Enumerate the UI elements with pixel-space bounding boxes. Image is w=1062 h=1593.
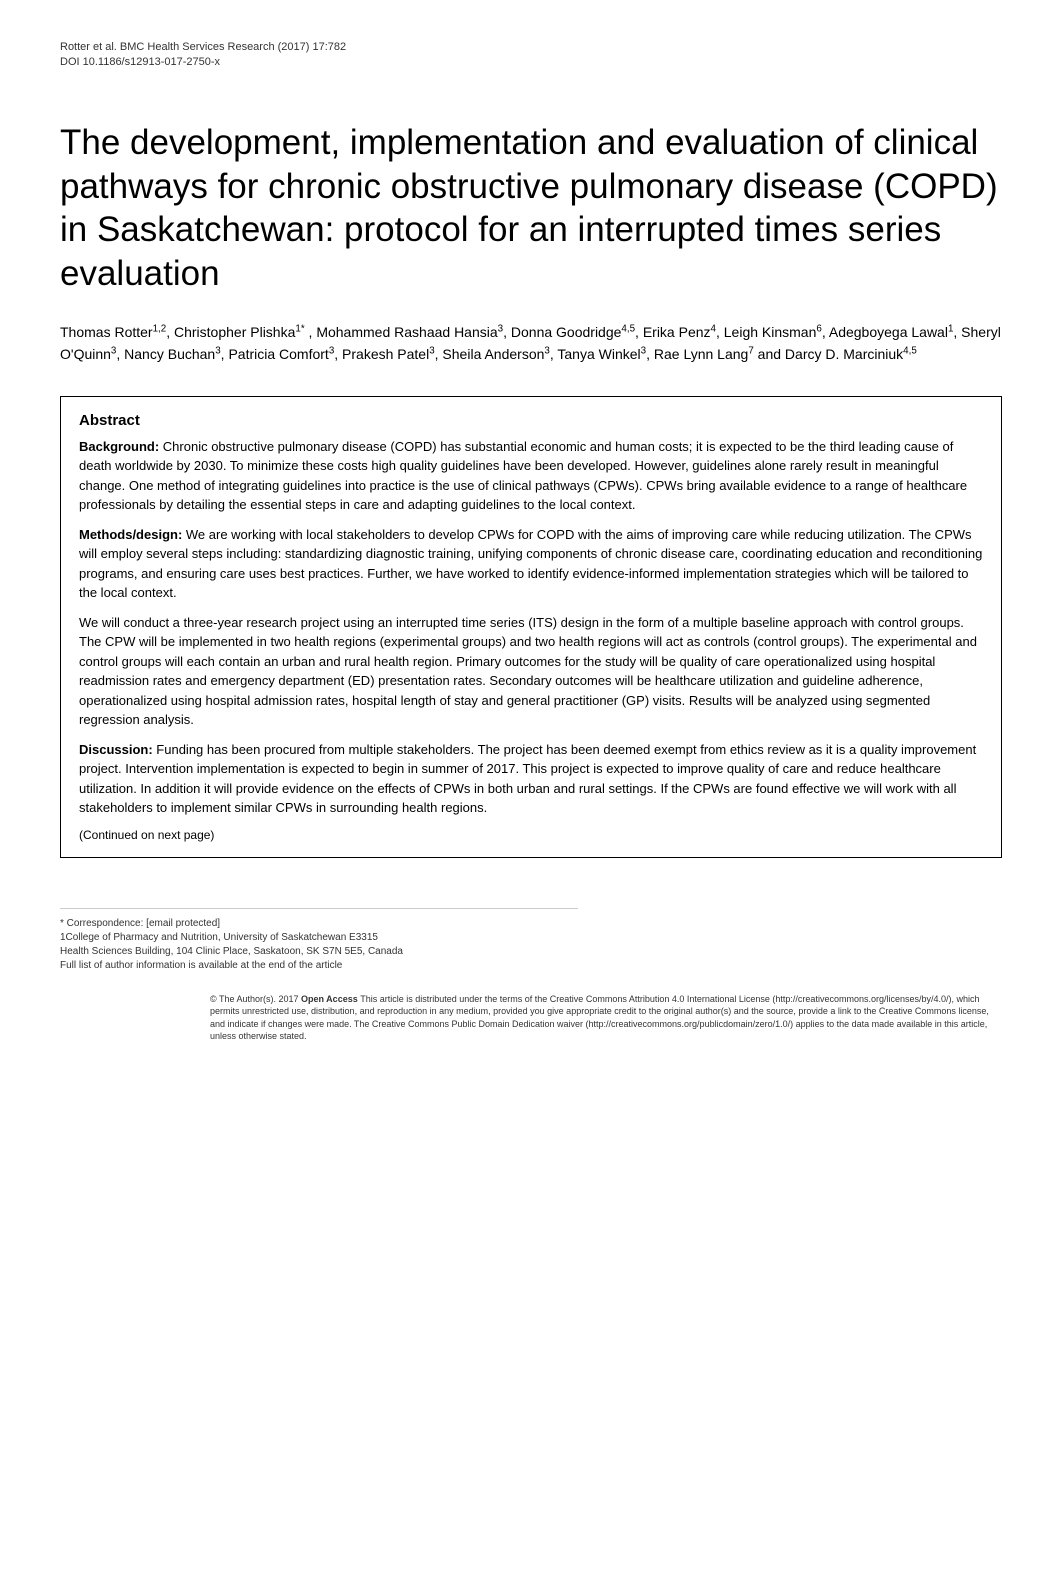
methods-text-1: We are working with local stakeholders t… [79, 527, 982, 601]
abstract-box: Abstract Background: Chronic obstructive… [60, 396, 1002, 858]
journal-citation: Rotter et al. BMC Health Services Resear… [60, 40, 346, 55]
abstract-heading: Abstract [79, 412, 983, 429]
abstract-methods-2: We will conduct a three-year research pr… [79, 613, 983, 730]
abstract-background: Background: Chronic obstructive pulmonar… [79, 437, 983, 515]
abstract-discussion: Discussion: Funding has been procured fr… [79, 740, 983, 818]
background-text: Chronic obstructive pulmonary disease (C… [79, 439, 967, 513]
continued-note: (Continued on next page) [79, 828, 983, 842]
doi: DOI 10.1186/s12913-017-2750-x [60, 55, 346, 70]
methods-text-2: We will conduct a three-year research pr… [79, 615, 977, 728]
article-title: The development, implementation and eval… [60, 121, 1002, 296]
correspondence-email: * Correspondence: [email protected] [60, 917, 578, 931]
correspondence-info: * Correspondence: [email protected] 1Col… [60, 908, 578, 973]
license-text: © The Author(s). 2017 Open Access This a… [210, 993, 1002, 1043]
open-access-label: Open Access [301, 994, 360, 1004]
correspondence-affiliation-1: 1College of Pharmacy and Nutrition, Univ… [60, 931, 578, 945]
discussion-text: Funding has been procured from multiple … [79, 742, 976, 816]
background-label: Background: [79, 439, 159, 454]
correspondence-affiliation-2: Health Sciences Building, 104 Clinic Pla… [60, 945, 578, 959]
authors-list: Thomas Rotter1,2, Christopher Plishka1* … [60, 321, 1002, 366]
license-section: © The Author(s). 2017 Open Access This a… [60, 993, 1002, 1043]
license-prefix: © The Author(s). 2017 [210, 994, 301, 1004]
page-footer: * Correspondence: [email protected] 1Col… [60, 908, 1002, 1043]
journal-info: Rotter et al. BMC Health Services Resear… [60, 40, 346, 71]
discussion-label: Discussion: [79, 742, 153, 757]
abstract-methods-1: Methods/design: We are working with loca… [79, 525, 983, 603]
methods-label: Methods/design: [79, 527, 182, 542]
page-header: Rotter et al. BMC Health Services Resear… [60, 40, 1002, 71]
correspondence-full-list: Full list of author information is avail… [60, 959, 578, 973]
